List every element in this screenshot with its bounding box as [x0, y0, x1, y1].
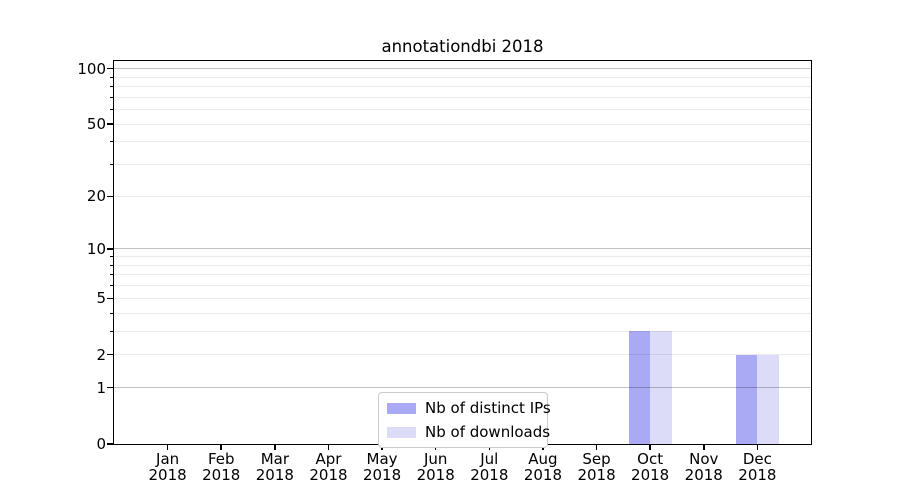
x-tick-label-aug: Aug 2018 [523, 450, 563, 484]
y-gridline-8 [114, 264, 811, 266]
y-gridline-60 [114, 109, 811, 111]
y-tick-label-10: 10 [86, 239, 106, 258]
y-tick-label-2: 2 [96, 345, 106, 364]
y-gridline-20 [114, 195, 811, 197]
y-minor-tick-mark-70 [110, 96, 114, 98]
y-tick-mark-50 [107, 123, 114, 125]
x-tick-label-nov: Nov 2018 [684, 450, 723, 484]
y-minor-tick-mark-4 [110, 312, 114, 314]
x-tick-label-feb: Feb 2018 [202, 450, 241, 484]
y-minor-tick-mark-7 [110, 274, 114, 276]
y-tick-mark-5 [107, 297, 114, 300]
y-gridline-4 [114, 312, 811, 314]
x-tick-label-jan: Jan 2018 [148, 450, 187, 484]
x-tick-mark-feb [220, 444, 222, 450]
y-tick-label-1: 1 [96, 378, 106, 397]
y-minor-tick-mark-3 [110, 330, 114, 332]
y-tick-mark-20 [107, 195, 114, 198]
y-gridline-30 [114, 164, 811, 166]
x-tick-label-jun: Jun 2018 [416, 450, 455, 484]
bar-nb-of-distinct-ips-oct-2018 [628, 331, 651, 444]
y-tick-label-0: 0 [96, 435, 106, 453]
y-minor-tick-mark-60 [110, 109, 114, 111]
y-tick-label-20: 20 [86, 187, 106, 206]
y-gridline-5 [114, 297, 811, 299]
y-gridline-10 [114, 248, 811, 250]
chart-title: annotationdbi 2018 [381, 37, 544, 56]
y-tick-mark-10 [107, 248, 114, 250]
x-tick-label-mar: Mar 2018 [255, 450, 294, 484]
y-tick-label-5: 5 [96, 289, 106, 308]
legend-entry-downloads: Nb of downloads [387, 423, 550, 441]
x-tick-label-dec: Dec 2018 [738, 450, 777, 484]
legend-label-downloads: Nb of downloads [425, 423, 551, 441]
x-tick-label-apr: Apr 2018 [309, 450, 348, 484]
x-tick-mark-nov [703, 444, 705, 450]
y-tick-mark-1 [107, 386, 114, 389]
x-tick-mark-apr [327, 444, 330, 450]
bar-nb-of-downloads-oct-2018 [650, 331, 672, 444]
y-gridline-50 [114, 123, 811, 125]
y-minor-tick-mark-90 [110, 76, 114, 78]
legend: Nb of distinct IPs Nb of downloads [378, 392, 551, 448]
y-gridline-90 [114, 76, 811, 78]
y-gridline-6 [114, 285, 811, 287]
y-gridline-40 [114, 141, 811, 143]
legend-swatch-downloads [387, 426, 416, 438]
y-gridline-7 [114, 274, 811, 276]
y-gridline-1 [114, 387, 811, 389]
x-tick-label-may: May 2018 [362, 450, 402, 484]
x-tick-label-sep: Sep 2018 [577, 450, 616, 484]
y-tick-label-100: 100 [77, 59, 106, 78]
y-gridline-9 [114, 256, 811, 258]
y-minor-tick-mark-80 [110, 86, 114, 88]
y-minor-tick-mark-40 [110, 141, 114, 143]
bar-nb-of-distinct-ips-dec-2018 [735, 354, 758, 444]
y-minor-tick-mark-30 [110, 164, 114, 166]
legend-label-distinct-ips: Nb of distinct IPs [425, 399, 551, 417]
bar-nb-of-downloads-dec-2018 [757, 354, 779, 444]
x-tick-mark-sep [595, 444, 598, 450]
y-gridline-2 [114, 354, 811, 356]
legend-entry-distinct-ips: Nb of distinct IPs [387, 399, 551, 417]
y-tick-mark-100 [107, 67, 114, 70]
x-tick-mark-dec [756, 444, 759, 450]
y-gridline-100 [114, 68, 811, 70]
y-tick-mark-2 [107, 353, 114, 356]
y-tick-label-50: 50 [86, 115, 106, 134]
y-minor-tick-mark-6 [110, 285, 114, 287]
x-tick-mark-oct [649, 444, 651, 450]
y-gridline-3 [114, 330, 811, 332]
y-gridline-80 [114, 86, 811, 88]
y-gridline-70 [114, 96, 811, 98]
x-tick-label-jul: Jul 2018 [470, 450, 509, 484]
x-tick-label-oct: Oct 2018 [631, 450, 670, 484]
plot-area [114, 61, 811, 444]
x-tick-mark-jan [166, 444, 169, 450]
y-minor-tick-mark-9 [110, 256, 114, 258]
x-tick-mark-mar [274, 444, 276, 450]
y-minor-tick-mark-8 [110, 264, 114, 266]
y-tick-mark-0 [107, 443, 114, 445]
legend-swatch-distinct-ips [387, 402, 416, 414]
